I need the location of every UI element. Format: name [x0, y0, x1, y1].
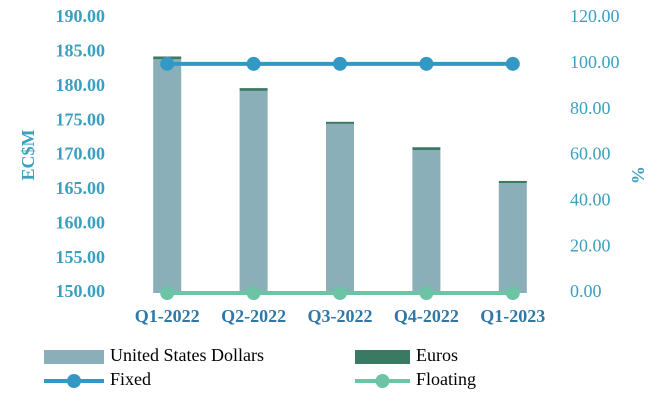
- y-tick-label: 150.00: [56, 281, 106, 301]
- legend-swatch: [44, 350, 104, 364]
- y2-tick-label: 100.00: [570, 52, 620, 72]
- x-tick-label: Q2-2022: [221, 306, 286, 326]
- line-marker: [333, 286, 347, 300]
- legend-label: Euros: [416, 345, 458, 365]
- bar-segment: [326, 123, 354, 293]
- bar-segment: [498, 180, 527, 183]
- line-marker: [419, 286, 434, 300]
- line-marker: [419, 56, 434, 71]
- x-tick-label: Q1-2023: [480, 306, 545, 326]
- bar-segment: [153, 59, 182, 293]
- y-tick-label: 155.00: [56, 247, 106, 267]
- x-tick-label: Q4-2022: [394, 306, 459, 326]
- legend-marker: [375, 374, 390, 388]
- line-marker: [505, 286, 520, 300]
- line-marker: [160, 286, 175, 300]
- x-tick-label: Q3-2022: [308, 306, 373, 326]
- y-tick-label: 175.00: [56, 109, 106, 129]
- y-tick-label: 180.00: [56, 75, 106, 95]
- y2-tick-label: 80.00: [570, 98, 611, 118]
- bar-segment: [239, 88, 268, 91]
- line-marker: [505, 56, 520, 71]
- y2-axis-label: %: [628, 166, 648, 184]
- y-tick-label: 185.00: [56, 41, 106, 61]
- line-marker: [246, 56, 261, 71]
- line-marker: [333, 56, 347, 71]
- y2-tick-label: 120.00: [570, 6, 620, 26]
- bar-segment: [412, 150, 441, 293]
- bar-segment: [498, 183, 527, 293]
- legend-label: Floating: [416, 369, 476, 389]
- bar-segment: [326, 121, 354, 124]
- y2-tick-label: 20.00: [570, 235, 611, 255]
- y-tick-label: 160.00: [56, 212, 106, 232]
- y-tick-label: 190.00: [56, 6, 106, 26]
- line-marker: [160, 56, 175, 71]
- legend-marker: [67, 374, 81, 388]
- y-tick-label: 170.00: [56, 144, 106, 164]
- legend-label: Fixed: [110, 369, 151, 389]
- legend-swatch: [355, 350, 410, 364]
- y-axis-label: EC$M: [18, 129, 38, 180]
- y2-tick-label: 60.00: [570, 144, 611, 164]
- y2-tick-label: 40.00: [570, 189, 611, 209]
- legend-label: United States Dollars: [110, 345, 264, 365]
- bar-segment: [239, 90, 268, 293]
- y-tick-label: 165.00: [56, 178, 106, 198]
- bar-segment: [412, 147, 441, 150]
- x-tick-label: Q1-2022: [135, 306, 200, 326]
- y2-tick-label: 0.00: [570, 281, 602, 301]
- line-marker: [246, 286, 261, 300]
